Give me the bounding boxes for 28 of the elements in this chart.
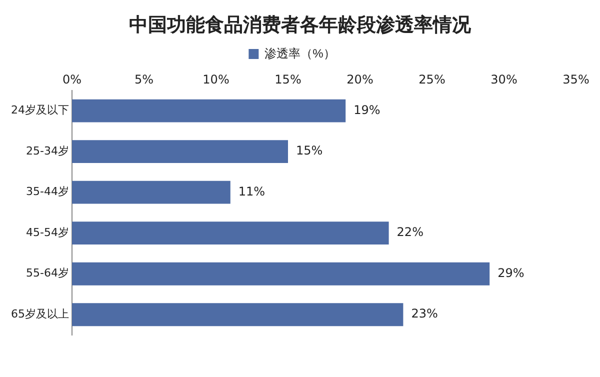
y-tick-label: 55-64岁 [26,266,69,280]
data-label: 23% [411,306,438,321]
x-tick-label: 30% [490,72,518,86]
data-label: 15% [296,144,323,158]
y-tick-label: 25-34岁 [26,144,69,158]
x-tick-label: 0% [62,72,82,86]
x-tick-label: 20% [346,72,374,86]
data-label: 19% [354,102,380,117]
x-tick-label: 10% [202,72,230,86]
x-tick-label: 5% [134,72,154,86]
bar [72,180,230,204]
data-label: 29% [498,266,524,280]
y-tick-label: 35-44岁 [26,185,69,198]
y-tick-label: 24岁及以下 [10,104,69,117]
chart-title: 中国功能食品消费者各年龄段渗透率情况 [128,13,472,38]
y-tick-label: 45-54岁 [26,226,69,239]
y-tick-label: 65岁及以上 [10,307,69,320]
x-tick-label: 35% [562,72,590,86]
legend-label: 渗透率（%） [264,46,336,60]
data-label: 22% [396,225,424,240]
bar [72,99,346,122]
bar [72,140,288,164]
x-tick-label: 25% [418,72,446,86]
bar [72,262,490,286]
bar [72,303,404,326]
x-tick-label: 15% [274,72,302,86]
data-label: 11% [238,184,266,198]
bar [72,222,389,245]
